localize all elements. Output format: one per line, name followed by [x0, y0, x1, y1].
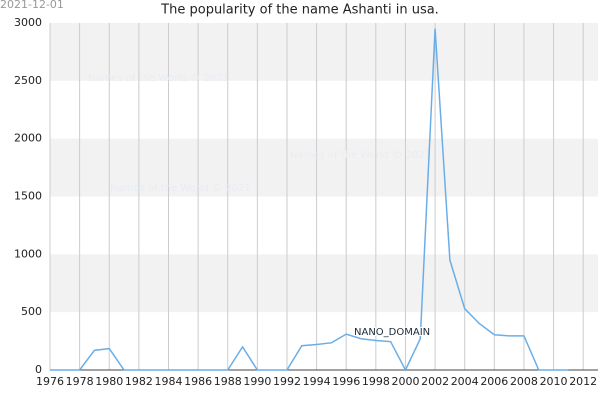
- y-tick-label: 3000: [14, 16, 42, 29]
- watermark: Names of the World © 2021: [88, 73, 229, 84]
- watermark: Names of the World © 2021: [110, 183, 251, 194]
- x-tick-label: 1976: [36, 375, 64, 388]
- x-tick-label: 2002: [421, 375, 449, 388]
- x-tick-label: 2004: [451, 375, 479, 388]
- x-tick-label: 1996: [332, 375, 360, 388]
- watermark: Names of the World © 2021: [290, 150, 431, 161]
- x-tick-label: 2008: [510, 375, 538, 388]
- x-tick-label: 1978: [66, 375, 94, 388]
- grid-band: [50, 138, 598, 197]
- y-tick-label: 1000: [14, 247, 42, 260]
- date-label: 2021-12-01: [0, 0, 64, 11]
- x-tick-label: 1986: [184, 375, 212, 388]
- chart-title: The popularity of the name Ashanti in us…: [160, 3, 439, 18]
- x-tick-label: 1984: [154, 375, 182, 388]
- y-tick-label: 2500: [14, 74, 42, 87]
- x-tick-label: 1994: [303, 375, 331, 388]
- x-tick-label: 1998: [362, 375, 390, 388]
- x-tick-label: 1980: [95, 375, 123, 388]
- line-series: [50, 28, 569, 372]
- annotation: NANO_DOMAIN: [354, 327, 430, 338]
- x-tick-label: 2012: [569, 375, 597, 388]
- x-tick-label: 2006: [480, 375, 508, 388]
- x-tick-label: 1992: [273, 375, 301, 388]
- x-tick-label: 2010: [540, 375, 568, 388]
- x-tick-label: 2000: [391, 375, 419, 388]
- x-tick-label: 1988: [214, 375, 242, 388]
- y-tick-label: 2000: [14, 132, 42, 145]
- x-tick-label: 1990: [243, 375, 271, 388]
- y-tick-label: 0: [35, 363, 42, 376]
- y-tick-label: 1500: [14, 190, 42, 203]
- x-tick-label: 1982: [125, 375, 153, 388]
- grid-band: [50, 23, 598, 81]
- y-tick-label: 500: [21, 305, 42, 318]
- grid-band: [50, 254, 598, 313]
